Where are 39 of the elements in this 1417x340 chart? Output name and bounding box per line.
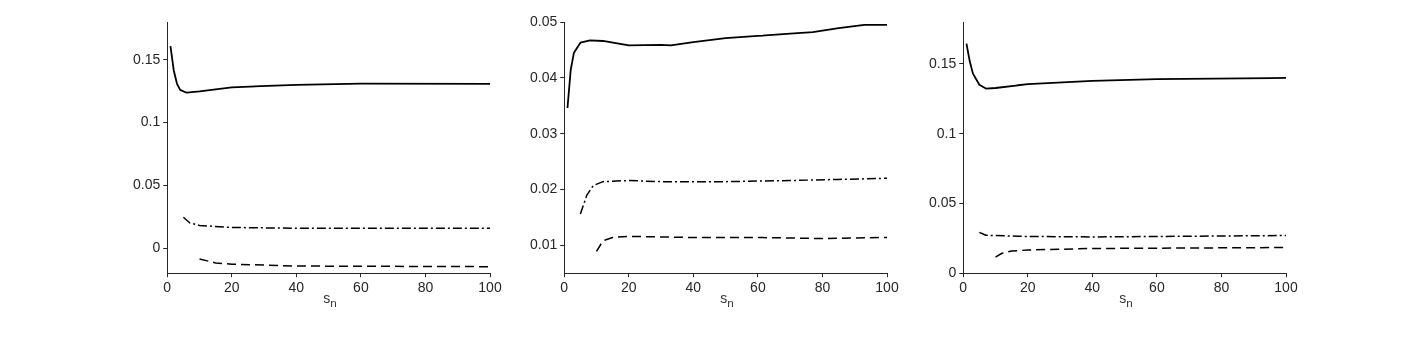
line-series	[994, 246, 1286, 258]
x-tick-label: 60	[353, 279, 369, 296]
x-tick-label: 100	[875, 279, 899, 296]
x-tick-label: 40	[685, 279, 702, 296]
x-tick-label: 60	[750, 279, 766, 296]
y-tick-label: 0.02	[530, 180, 558, 197]
y-tick-label: 0.04	[530, 68, 558, 85]
x-tick-label: 80	[1213, 279, 1230, 296]
x-axis-title: s$_{n}$	[323, 290, 337, 309]
y-tick-label: 0.1	[140, 113, 161, 130]
x-tick-label: 40	[288, 279, 305, 296]
x-tick-label: 20	[224, 279, 240, 296]
x-tick-label: 100	[478, 279, 502, 296]
y-tick-label: 0.01	[530, 236, 558, 253]
x-tick-label: 0	[163, 279, 172, 296]
x-tick-label: 20	[1020, 279, 1036, 296]
x-tick-label: 40	[1084, 279, 1101, 296]
line-series	[198, 258, 490, 268]
x-axis-title: s$_{n}$	[720, 290, 734, 309]
x-axis-title: s$_{n}$	[1119, 290, 1133, 309]
x-tick-label: 80	[417, 279, 434, 296]
y-tick-label: 0	[948, 264, 957, 281]
line-series	[579, 177, 887, 215]
y-tick-label: 0.05	[929, 194, 957, 211]
x-tick-label: 0	[959, 279, 968, 296]
x-tick-label: 80	[814, 279, 831, 296]
y-tick-label: 0.1	[936, 124, 957, 141]
x-tick-label: 0	[560, 279, 569, 296]
line-series	[595, 235, 887, 253]
y-tick-label: 0.05	[133, 176, 161, 193]
x-tick-label: 100	[1274, 279, 1298, 296]
y-tick-label: 0.15	[133, 50, 161, 67]
line-series	[182, 216, 490, 229]
y-tick-label: 0	[152, 238, 161, 255]
y-tick-label: 0.15	[929, 54, 957, 71]
y-tick-label: 0.03	[530, 124, 558, 141]
x-tick-label: 20	[621, 279, 637, 296]
x-tick-label: 60	[1149, 279, 1165, 296]
y-tick-label: 0.05	[530, 12, 558, 29]
